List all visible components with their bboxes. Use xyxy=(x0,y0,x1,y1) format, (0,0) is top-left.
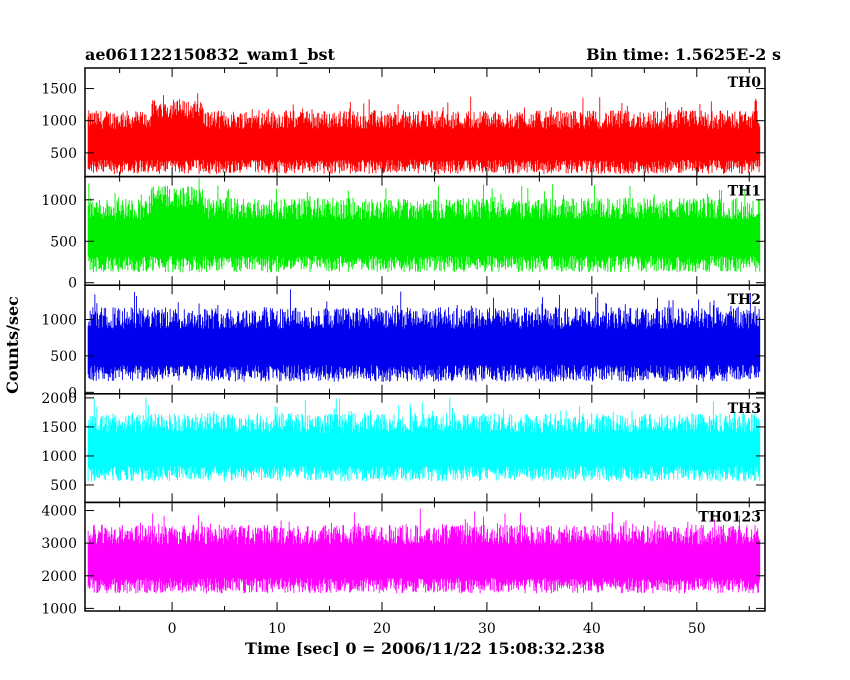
series-th2 xyxy=(87,289,761,382)
panel-th0: 500 1000 1500 TH0 xyxy=(41,67,766,178)
chart-title: ae061122150832_wam1_bst xyxy=(85,45,336,64)
x-tick-label: 50 xyxy=(688,621,706,637)
series-th1 xyxy=(87,178,761,273)
y-tick-label: 0 xyxy=(68,276,77,292)
y-tick-label: 0 xyxy=(68,385,77,401)
y-axis-label: Counts/sec xyxy=(3,296,22,394)
y-tick-label: 1000 xyxy=(41,312,77,328)
panel-label-th0: TH0 xyxy=(728,75,762,91)
y-tick-label: 3000 xyxy=(41,536,77,552)
panel-frame xyxy=(84,501,766,612)
x-axis-label: Time [sec] 0 = 2006/11/22 15:08:32.238 xyxy=(245,639,605,658)
panel-th0123: 1000 2000 3000 4000 TH0123 xyxy=(41,501,766,617)
panel-label-th2: TH2 xyxy=(728,292,761,308)
panel-th2: 0 500 1000 TH2 xyxy=(41,284,766,401)
y-tick-label: 1500 xyxy=(41,82,77,98)
y-tick-label: 1000 xyxy=(41,601,77,617)
y-tick-label: 1000 xyxy=(41,114,77,130)
y-tick-label: 500 xyxy=(50,478,77,494)
y-tick-label: 4000 xyxy=(41,504,77,520)
y-tick-label: 2000 xyxy=(41,391,77,407)
y-tick-label: 1000 xyxy=(41,449,77,465)
x-tick-label: 20 xyxy=(373,621,391,637)
x-tick-label: 40 xyxy=(583,621,601,637)
x-tick-label: 30 xyxy=(478,621,496,637)
y-tick-label: 2000 xyxy=(41,569,77,585)
panel-th3: 500 1000 1500 2000 TH3 xyxy=(41,391,766,504)
panels: 500 1000 1500 TH0 0 500 1000 TH1 0 500 1000 TH2 500 1… xyxy=(41,67,766,617)
y-tick-label: 500 xyxy=(50,349,77,365)
y-tick-label: 1500 xyxy=(41,420,77,436)
x-tick-label: 0 xyxy=(168,621,177,637)
x-axis: 0 10 20 30 40 50 xyxy=(168,621,706,637)
panel-label-th3: TH3 xyxy=(728,401,761,417)
y-tick-label: 500 xyxy=(50,234,77,250)
bin-time-label: Bin time: 1.5625E-2 s xyxy=(586,45,781,64)
series-th0123 xyxy=(87,508,761,594)
y-tick-label: 1000 xyxy=(41,193,77,209)
panel-th1: 0 500 1000 TH1 xyxy=(41,175,766,292)
series-th0 xyxy=(87,93,761,174)
x-tick-label: 10 xyxy=(268,621,286,637)
y-tick-label: 500 xyxy=(50,146,77,162)
panel-label-th1: TH1 xyxy=(728,184,761,200)
panel-label-th0123: TH0123 xyxy=(698,509,761,525)
series-th3 xyxy=(87,396,761,482)
